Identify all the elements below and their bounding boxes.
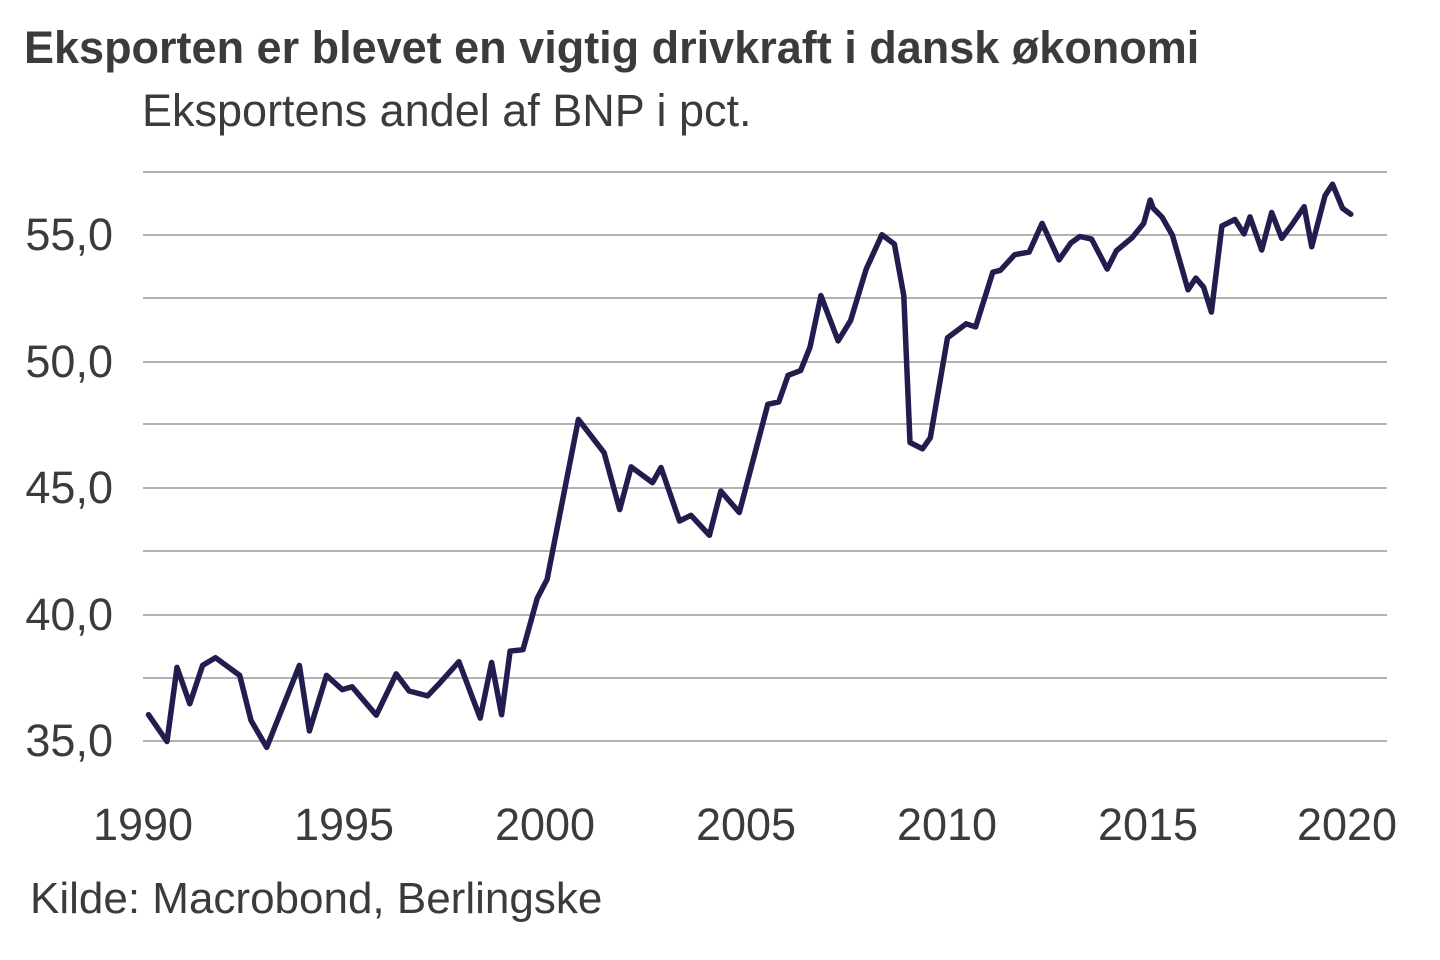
svg-text:35,0: 35,0 — [25, 715, 113, 766]
svg-text:45,0: 45,0 — [25, 462, 113, 513]
svg-text:2020: 2020 — [1297, 799, 1397, 850]
svg-text:2010: 2010 — [897, 799, 997, 850]
svg-text:2000: 2000 — [495, 799, 595, 850]
svg-text:2015: 2015 — [1098, 799, 1198, 850]
svg-text:1995: 1995 — [294, 799, 394, 850]
svg-text:55,0: 55,0 — [25, 209, 113, 260]
svg-text:2005: 2005 — [696, 799, 796, 850]
svg-text:50,0: 50,0 — [25, 336, 113, 387]
svg-text:40,0: 40,0 — [25, 589, 113, 640]
svg-text:1990: 1990 — [93, 799, 193, 850]
